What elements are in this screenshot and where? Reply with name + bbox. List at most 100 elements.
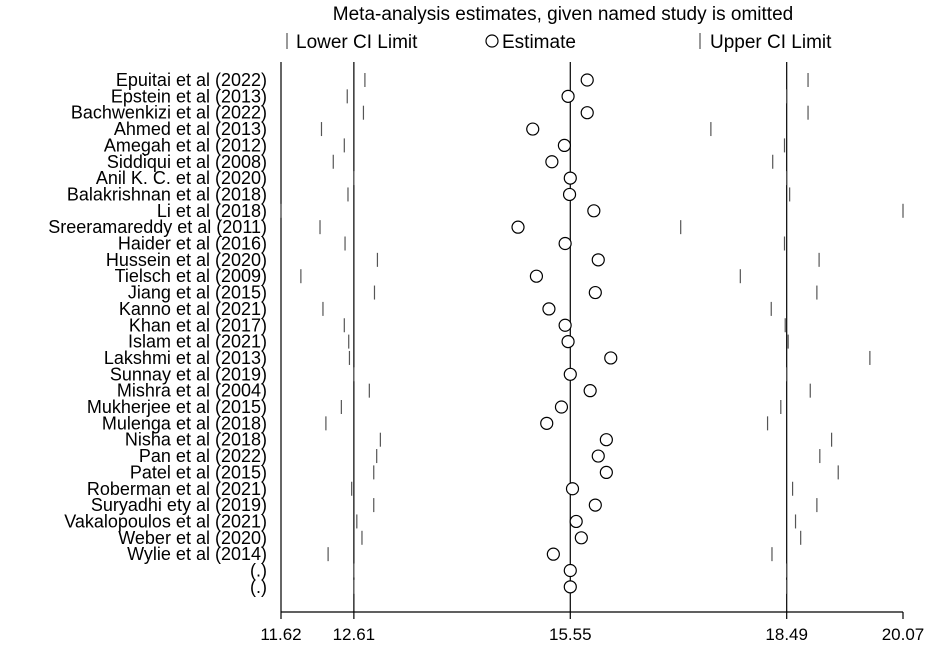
x-tick-label: 12.61 xyxy=(333,625,376,644)
study-label: Jiang et al (2015) xyxy=(128,283,267,303)
study-label: (.) xyxy=(250,577,267,597)
study-label: Kanno et al (2021) xyxy=(119,299,267,319)
estimate-marker xyxy=(546,547,560,561)
study-row: Mulenga et al (2018) xyxy=(102,413,769,433)
study-row: Balakrishnan et al (2018) xyxy=(67,184,791,204)
estimate-marker xyxy=(599,433,613,447)
x-tick-label: 11.62 xyxy=(260,625,301,644)
study-row: Sreeramareddy et al (2011) xyxy=(48,217,682,237)
study-row: Islam et al (2021) xyxy=(128,332,789,352)
study-label: Khan et al (2017) xyxy=(129,315,267,335)
estimate-marker xyxy=(558,236,572,251)
study-row: Epstein et al (2013) xyxy=(111,86,788,106)
study-row: Siddiqui et al (2008) xyxy=(107,152,774,172)
study-row: Lakshmi et al (2013) xyxy=(104,348,871,368)
study-row: Mukherjee et al (2015) xyxy=(87,397,782,417)
study-row: Sunnay et al (2019) xyxy=(110,364,788,384)
estimate-marker xyxy=(554,400,569,414)
study-label: Tielsch et al (2009) xyxy=(115,266,267,286)
estimate-marker xyxy=(511,220,525,234)
estimate-marker xyxy=(563,580,577,594)
study-label: Vakalopoulos et al (2021) xyxy=(64,511,267,531)
study-label: Sreeramareddy et al (2011) xyxy=(48,217,267,237)
study-row: Hussein et al (2020) xyxy=(106,250,820,270)
study-label: Epstein et al (2013) xyxy=(111,86,267,106)
study-row: (.) xyxy=(250,561,788,581)
study-label: Epuitai et al (2022) xyxy=(116,70,267,90)
plot-area xyxy=(280,62,903,613)
legend-lower-ci-label: Lower CI Limit xyxy=(296,32,418,53)
study-label: Pan et al (2022) xyxy=(139,446,267,466)
estimate-marker xyxy=(540,416,554,430)
study-label: Islam et al (2021) xyxy=(128,332,267,352)
study-row: Jiang et al (2015) xyxy=(128,283,818,303)
study-label: Suryadhi ety al (2019) xyxy=(91,495,267,515)
study-label: Haider et al (2016) xyxy=(118,234,267,254)
study-label: Li et al (2018) xyxy=(157,201,267,221)
study-label: Anil K. C. et al (2020) xyxy=(96,168,267,188)
estimate-marker xyxy=(557,138,571,152)
estimate-marker xyxy=(561,89,575,103)
study-label: Roberman et al (2021) xyxy=(87,479,267,499)
study-label: Hussein et al (2020) xyxy=(106,250,267,270)
estimate-marker xyxy=(583,384,597,398)
legend-upper-ci-label: Upper CI Limit xyxy=(710,32,832,53)
study-label: Bachwenkizi et al (2022) xyxy=(71,103,267,123)
study-row: Anil K. C. et al (2020) xyxy=(96,168,788,188)
estimate-marker xyxy=(562,187,577,202)
estimate-marker xyxy=(587,204,601,218)
study-label: Mishra et al (2004) xyxy=(117,381,267,401)
study-row: Roberman et al (2021) xyxy=(87,479,794,499)
study-row: Vakalopoulos et al (2021) xyxy=(64,511,797,531)
study-row: Pan et al (2022) xyxy=(139,446,821,466)
study-label: Nisha et al (2018) xyxy=(125,430,267,450)
study-row: Amegah et al (2012) xyxy=(104,135,786,155)
estimate-marker xyxy=(580,106,594,120)
legend-estimate-marker xyxy=(485,34,499,48)
study-label: Weber et al (2020) xyxy=(118,528,267,548)
estimate-marker xyxy=(588,285,602,300)
estimate-marker xyxy=(561,335,575,349)
study-row: Ahmed et al (2013) xyxy=(114,119,712,139)
x-tick-label: 18.49 xyxy=(765,625,808,644)
study-label: Mulenga et al (2018) xyxy=(102,413,267,433)
study-label: Mukherjee et al (2015) xyxy=(87,397,267,417)
study-label: Balakrishnan et al (2018) xyxy=(67,184,267,204)
estimate-marker xyxy=(565,482,580,496)
x-tick-label: 15.55 xyxy=(549,625,592,644)
estimate-marker xyxy=(558,318,572,332)
study-row: Mishra et al (2004) xyxy=(117,381,811,401)
estimate-marker xyxy=(569,514,583,529)
x-tick-label: 20.07 xyxy=(882,625,925,644)
study-row: Weber et al (2020) xyxy=(118,528,802,548)
study-row: Khan et al (2017) xyxy=(129,315,786,335)
estimate-marker xyxy=(599,465,613,479)
estimate-marker xyxy=(604,351,618,365)
study-label: Amegah et al (2012) xyxy=(104,135,267,155)
estimate-marker xyxy=(526,122,540,136)
estimate-marker xyxy=(574,531,588,545)
study-rows: Epuitai et al (2022)Epstein et al (2013)… xyxy=(48,70,904,597)
study-row: Haider et al (2016) xyxy=(118,234,786,254)
study-label: (.) xyxy=(250,561,267,581)
legend: Lower CI Limit Estimate Upper CI Limit xyxy=(286,32,832,53)
estimate-marker xyxy=(563,171,577,185)
study-row: Suryadhi ety al (2019) xyxy=(91,495,818,515)
study-row: Kanno et al (2021) xyxy=(119,299,772,319)
study-row: Epuitai et al (2022) xyxy=(116,70,809,90)
chart-title: Meta-analysis estimates, given named stu… xyxy=(333,4,793,25)
study-row: Nisha et al (2018) xyxy=(125,430,833,450)
estimate-marker xyxy=(529,269,544,283)
study-row: Patel et al (2015) xyxy=(130,462,839,482)
study-row: Tielsch et al (2009) xyxy=(115,266,741,286)
estimate-marker xyxy=(580,73,594,87)
study-label: Lakshmi et al (2013) xyxy=(104,348,267,368)
study-row: (.) xyxy=(250,577,788,597)
study-label: Sunnay et al (2019) xyxy=(110,364,267,384)
estimate-marker xyxy=(563,367,577,381)
study-row: Bachwenkizi et al (2022) xyxy=(71,103,809,123)
estimate-marker xyxy=(542,302,556,316)
estimate-marker xyxy=(591,253,605,267)
study-label: Ahmed et al (2013) xyxy=(114,119,267,139)
